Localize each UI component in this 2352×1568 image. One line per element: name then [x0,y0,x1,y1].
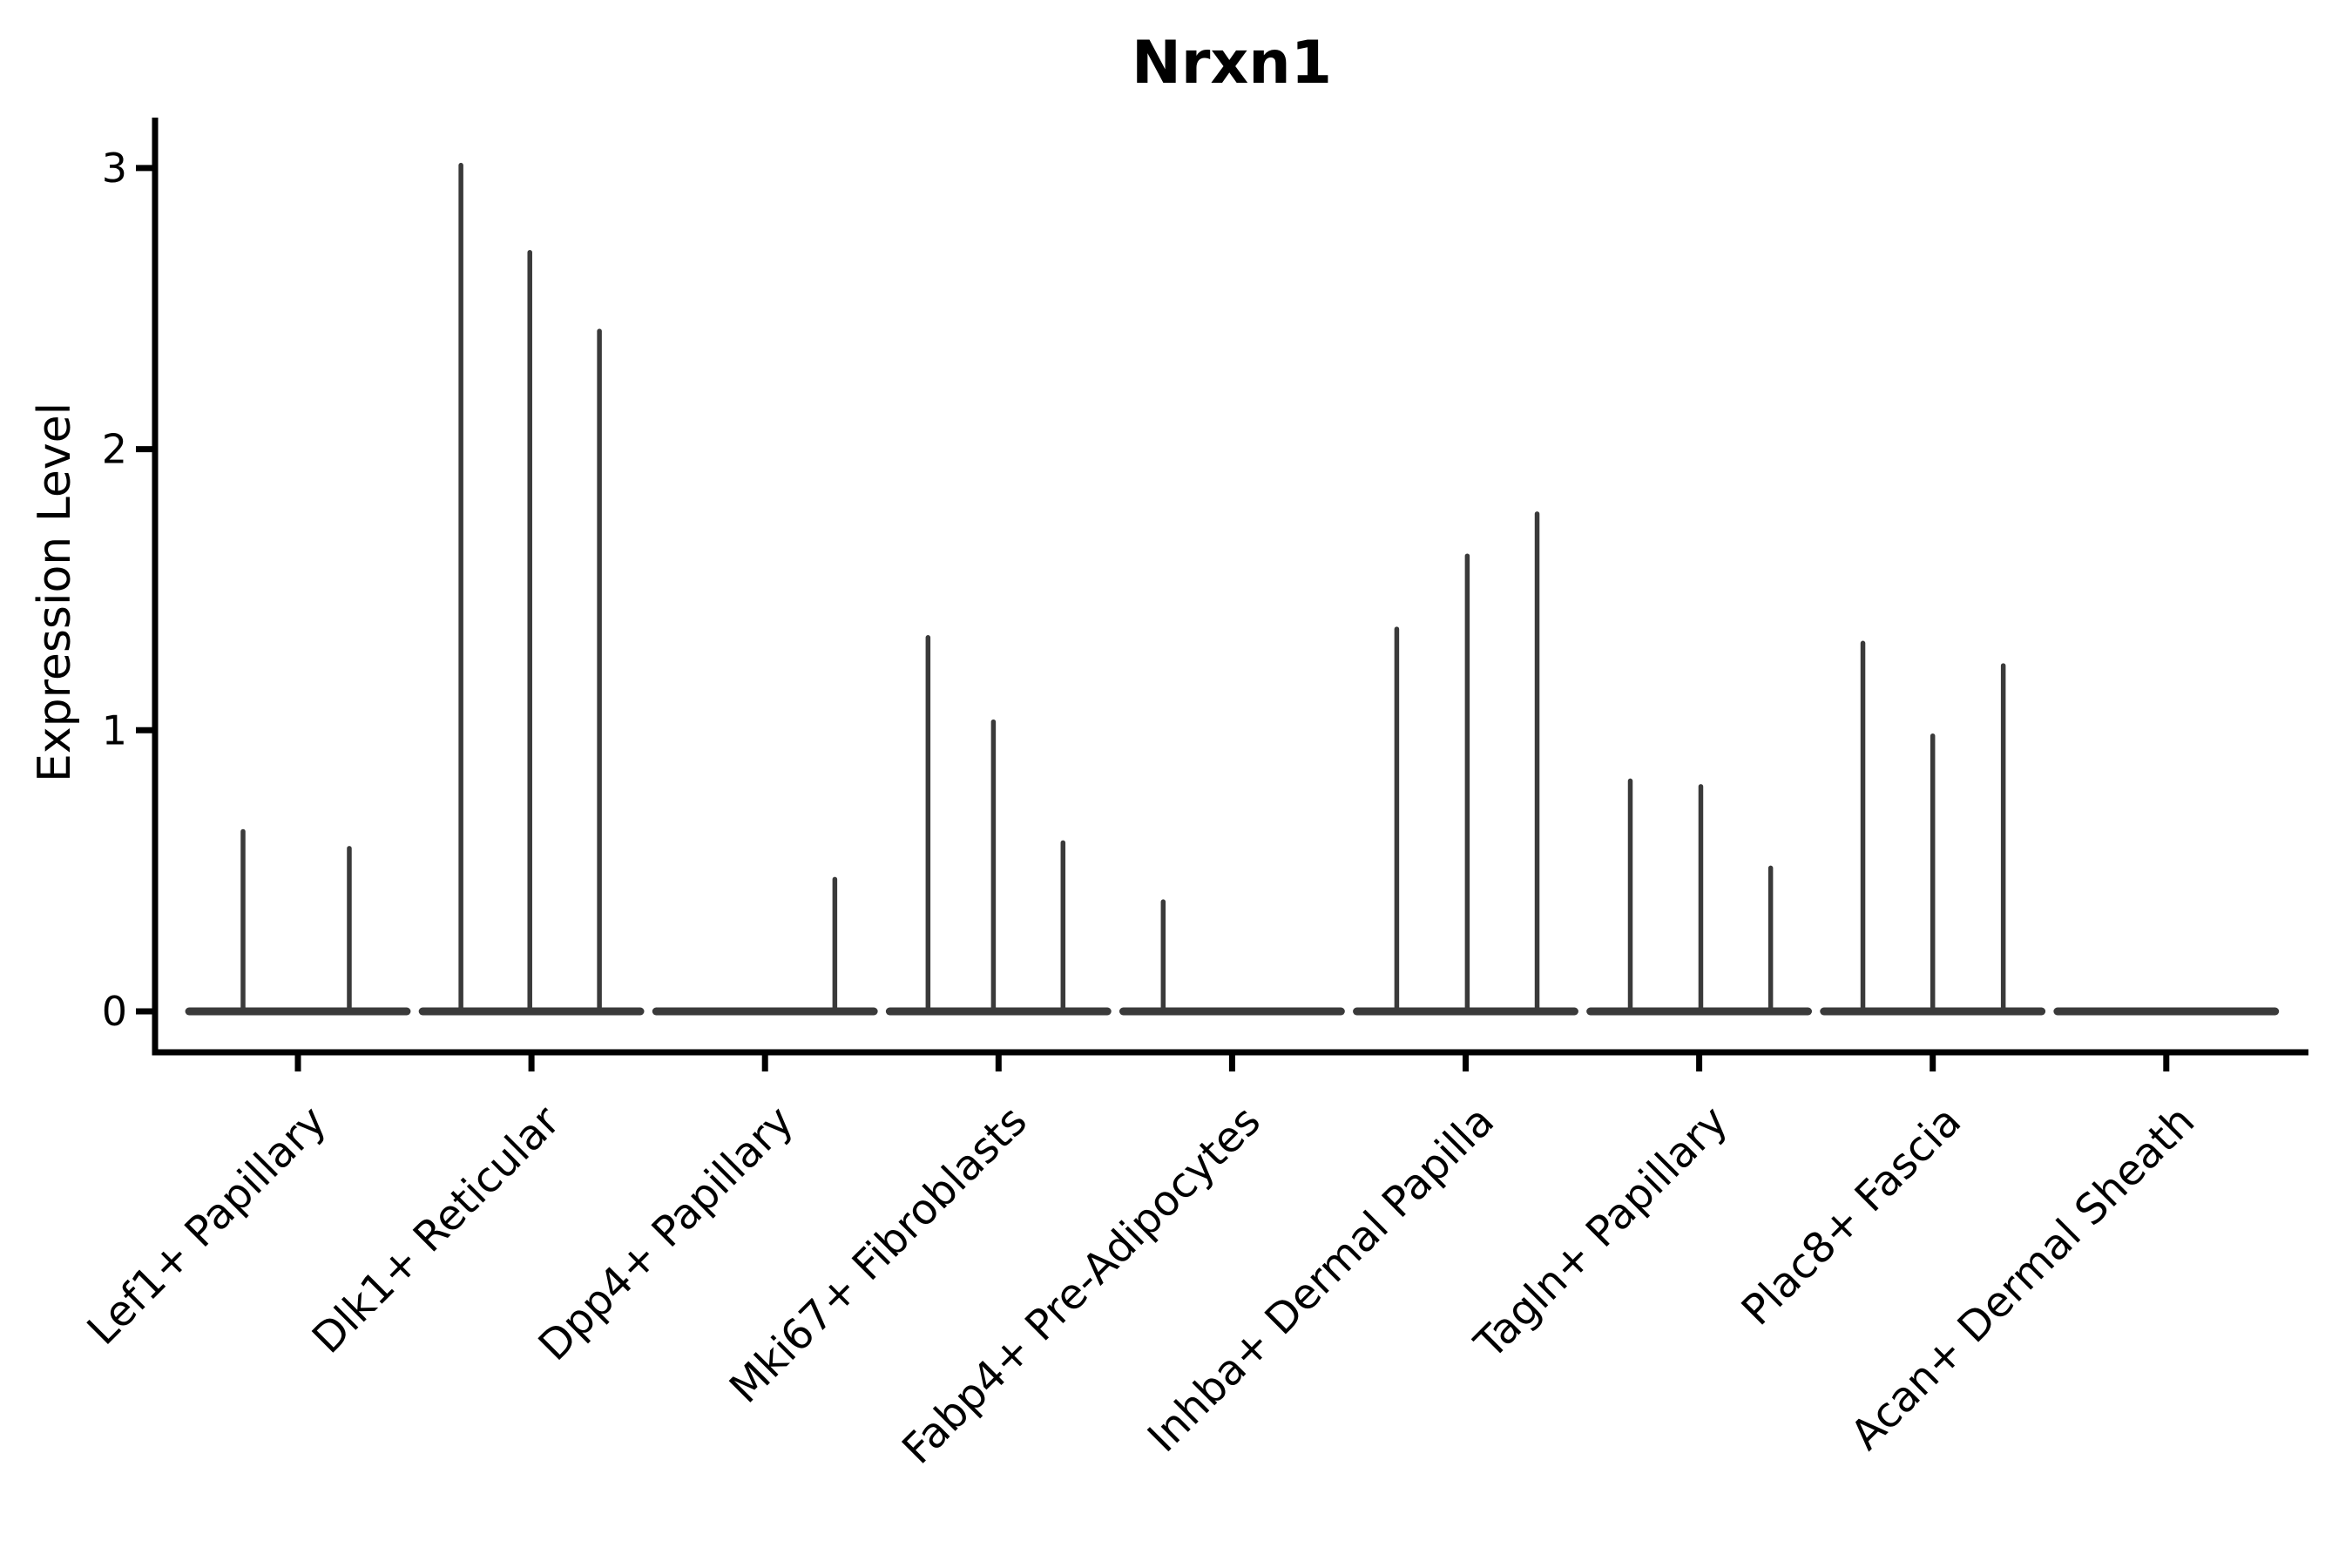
x-tick-label: Dpp4+ Papillary [530,1097,803,1370]
y-tick-label: 1 [102,706,127,754]
x-tick-label: Dlk1+ Reticular [303,1097,570,1363]
chart-title: Nrxn1 [1132,29,1332,98]
y-tick-label: 3 [102,145,127,192]
y-tick-label: 2 [102,426,127,473]
y-tick-label: 0 [102,988,127,1035]
x-tick-label: Tagln+ Papillary [1465,1097,1737,1369]
y-axis-label: Expression Level [29,402,81,782]
x-tick-label: Plac8+ Fascia [1733,1097,1971,1335]
x-tick-label: Lef1+ Papillary [78,1097,336,1355]
